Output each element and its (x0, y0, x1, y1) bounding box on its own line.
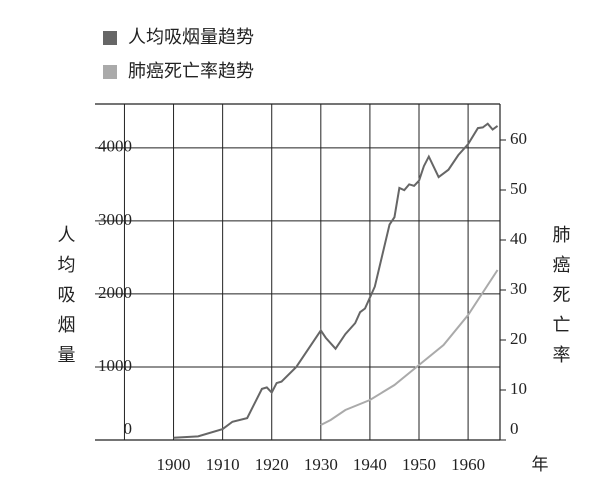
y2-tick-label: 0 (510, 419, 519, 438)
x-tick-label: 1950 (402, 455, 436, 474)
y-tick-label: 2000 (98, 283, 132, 302)
y2-tick-label: 60 (510, 129, 527, 148)
legend-swatch (103, 31, 117, 45)
x-axis-label: 年 (532, 455, 549, 474)
x-tick-label: 1930 (304, 455, 338, 474)
y-tick-label: 1000 (98, 356, 132, 375)
y2-tick-label: 20 (510, 329, 527, 348)
y2-axis-label: 肺癌死亡率 (550, 225, 571, 375)
legend-swatch (103, 65, 117, 79)
y-tick-label: 3000 (98, 210, 132, 229)
legend-label: 肺癌死亡率趋势 (128, 61, 254, 82)
x-tick-label: 1940 (353, 455, 387, 474)
y-tick-label: 4000 (98, 137, 132, 156)
x-tick-label: 1960 (451, 455, 485, 474)
y-axis-label: 人均吸烟量 (55, 225, 76, 375)
y-tick-label: 0 (124, 419, 133, 438)
series-line (320, 269, 499, 426)
legend-label: 人均吸烟量趋势 (128, 27, 254, 48)
y2-tick-label: 30 (510, 279, 527, 298)
x-tick-label: 1920 (255, 455, 289, 474)
series-line (173, 122, 499, 439)
y2-tick-label: 10 (510, 379, 527, 398)
y2-tick-label: 50 (510, 179, 527, 198)
x-tick-label: 1900 (157, 455, 191, 474)
y2-tick-label: 40 (510, 229, 527, 248)
x-tick-label: 1910 (206, 455, 240, 474)
